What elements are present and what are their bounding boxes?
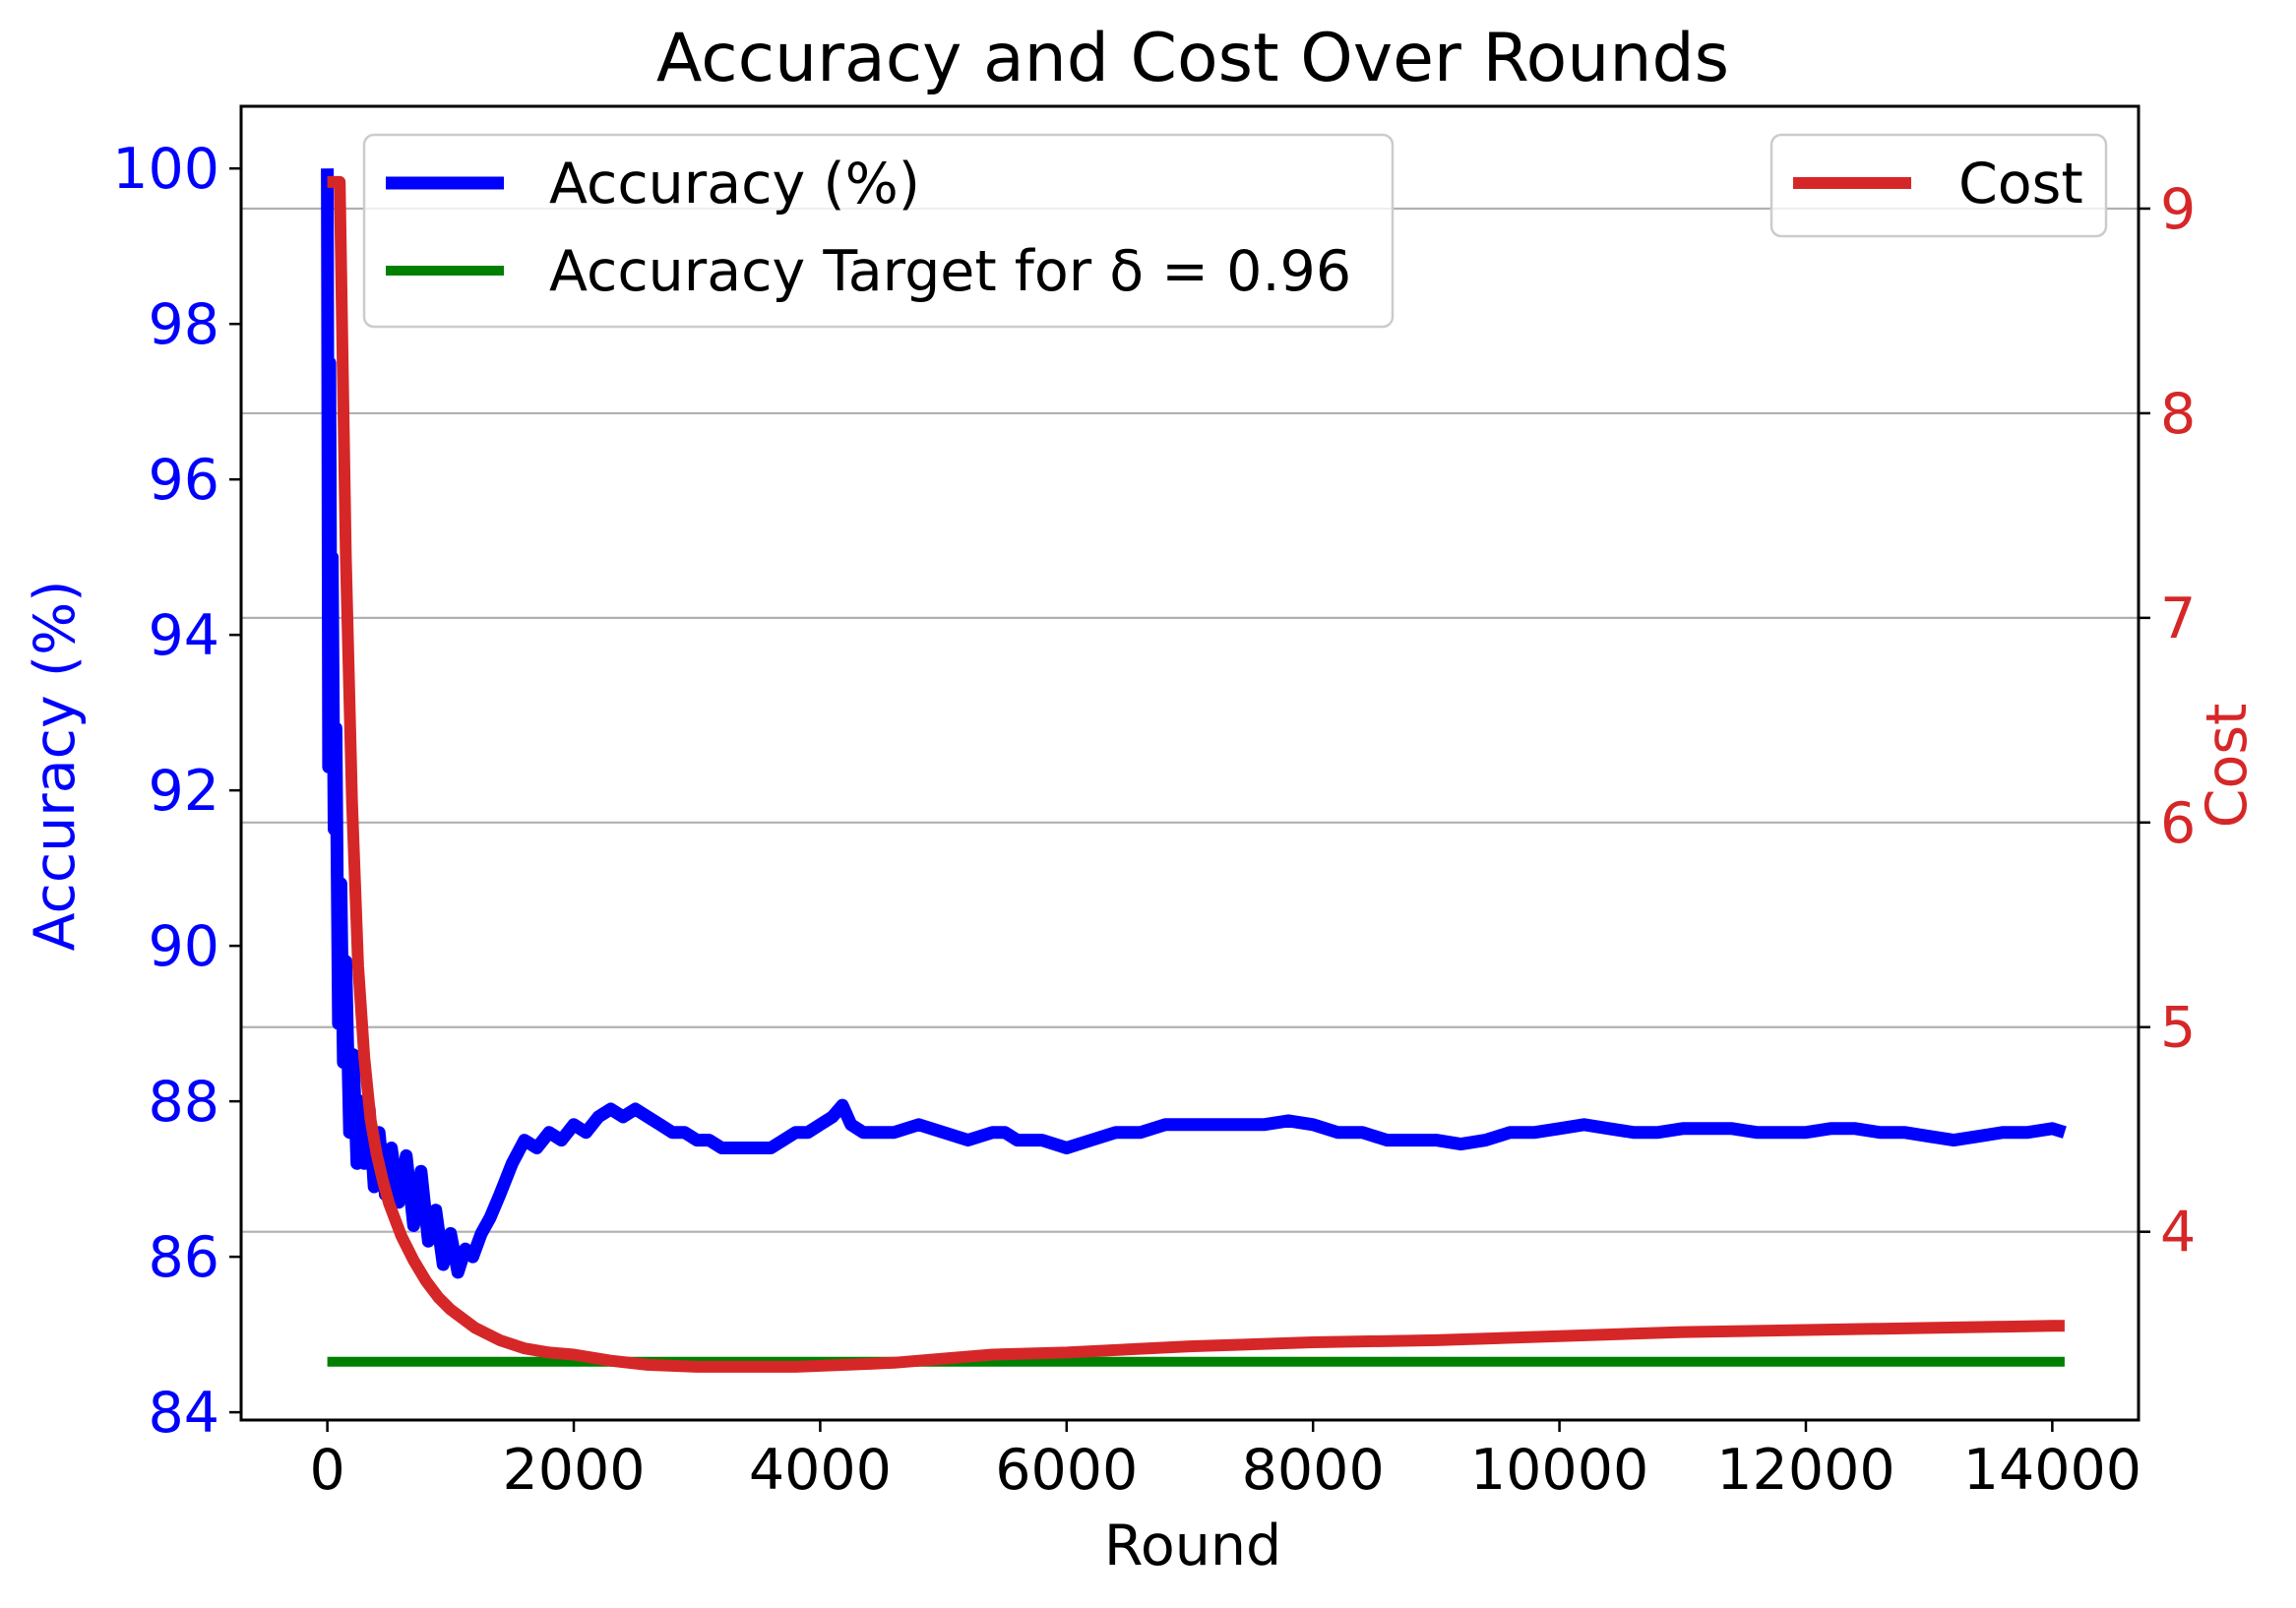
x-axis-label: Round [1104, 1514, 1281, 1578]
legend-box-left [362, 133, 1395, 329]
y-left-tick-label: 84 [148, 1381, 219, 1446]
y-right-tick-label: 5 [2160, 996, 2196, 1061]
y-left-tick-label: 94 [148, 603, 219, 668]
series-line-cost [327, 175, 2065, 1373]
ticks-layer: 0 2000 4000 6000 8000 10000 12000 1400084868890… [112, 137, 2196, 1503]
y-axis-left-label: Accuracy (%) [23, 581, 88, 952]
x-tick-label: 6000 [995, 1438, 1138, 1503]
grid [241, 207, 2139, 1233]
y-left-tick-label: 90 [148, 914, 219, 979]
x-tick-label: 12000 [1716, 1438, 1894, 1503]
y-right-tick-label: 4 [2160, 1201, 2196, 1266]
y-left-tick-label: 92 [148, 759, 219, 824]
chart-title: Accuracy and Cost Over Rounds [656, 20, 1729, 97]
y-left-tick-label: 100 [112, 137, 219, 202]
x-tick-label: 8000 [1242, 1438, 1385, 1503]
y-left-tick-label: 96 [148, 448, 219, 513]
x-tick-label: 2000 [502, 1438, 645, 1503]
series-layer [321, 168, 2067, 1373]
y-left-tick-label: 88 [148, 1070, 219, 1135]
legend-layer: Accuracy (%) Accuracy Target for δ = 0.96… [362, 133, 2108, 329]
x-tick-label: 14000 [1963, 1438, 2141, 1503]
legend-label-accuracy: Accuracy (%) [549, 152, 920, 216]
x-tick-label: 0 [310, 1438, 345, 1503]
y-left-tick-label: 86 [148, 1225, 219, 1290]
y-right-tick-label: 8 [2160, 382, 2196, 447]
series-line-accuracy [321, 168, 2067, 1279]
legend-label-cost: Cost [1958, 152, 2083, 216]
legend-box-right [1769, 133, 2108, 238]
legend-label-accuracy-target: Accuracy Target for δ = 0.96 [549, 239, 1351, 304]
y-axis-right-label: Cost [2195, 704, 2260, 829]
y-right-tick-label: 9 [2160, 177, 2196, 242]
plot-frame [239, 104, 2141, 1422]
y-left-tick-label: 98 [148, 292, 219, 357]
y-right-tick-label: 7 [2160, 587, 2196, 651]
x-tick-label: 4000 [749, 1438, 892, 1503]
y-right-tick-label: 6 [2160, 791, 2196, 856]
x-tick-label: 10000 [1470, 1438, 1648, 1503]
